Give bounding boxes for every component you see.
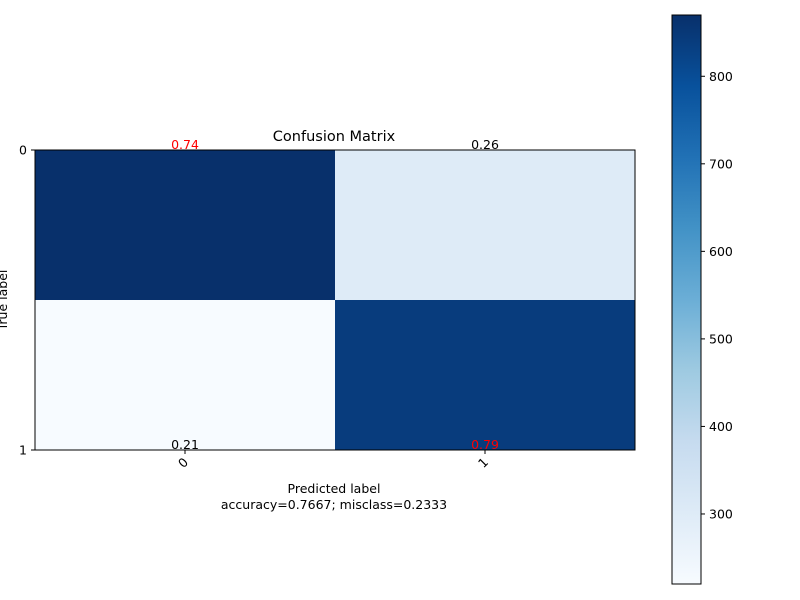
heatmap-cell — [335, 150, 635, 300]
colorbar-tick-label: 500 — [709, 331, 733, 346]
accuracy-note: accuracy=0.7667; misclass=0.2333 — [221, 497, 447, 512]
colorbar-ticks: 300 400 500 600 700 800 — [701, 69, 733, 521]
colorbar-tick-label: 600 — [709, 244, 733, 259]
y-axis-ticks: 01 — [19, 143, 35, 458]
y-tick-label: 1 — [19, 443, 27, 458]
colorbar — [671, 14, 702, 585]
heatmap-cell — [335, 300, 635, 450]
colorbar-tick-label: 700 — [709, 156, 733, 171]
y-axis-label: True label — [0, 270, 10, 332]
plot-frame — [34, 149, 636, 451]
cell-label: 0.26 — [471, 137, 499, 152]
cell-label: 0.21 — [171, 437, 199, 452]
cell-labels: 0.74 0.26 0.21 0.79 — [171, 137, 499, 452]
chart-title: Confusion Matrix — [273, 129, 396, 145]
colorbar-tick-label: 800 — [709, 69, 733, 84]
heatmap-cells — [35, 150, 635, 450]
colorbar-tick-label: 300 — [709, 506, 733, 521]
heatmap-cell — [35, 150, 335, 300]
heatmap-cell — [35, 300, 335, 450]
cell-label: 0.79 — [471, 437, 499, 452]
cell-label: 0.74 — [171, 137, 199, 152]
y-tick-label: 0 — [19, 143, 27, 158]
x-axis-label: Predicted label — [288, 481, 381, 496]
colorbar-tick-label: 400 — [709, 419, 733, 434]
